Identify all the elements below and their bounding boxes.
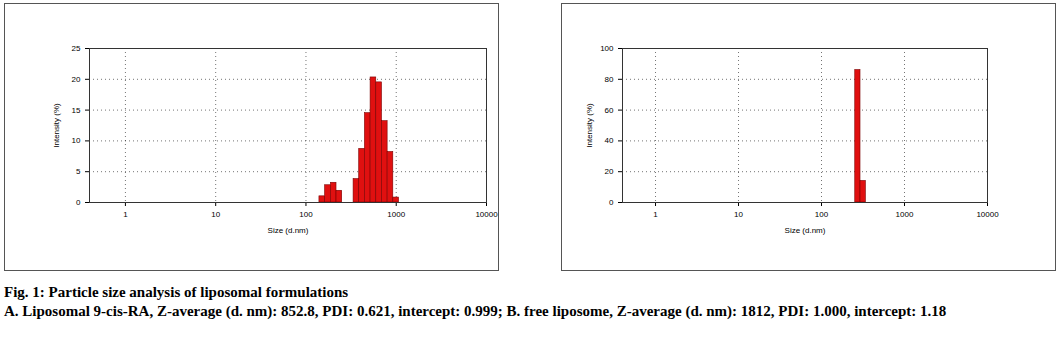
svg-text:10000: 10000 (976, 210, 999, 219)
svg-text:0: 0 (76, 198, 81, 207)
svg-text:Intensity (%): Intensity (%) (52, 103, 61, 148)
svg-text:100: 100 (299, 210, 313, 219)
svg-text:20: 20 (605, 167, 614, 176)
svg-text:25: 25 (72, 44, 81, 53)
svg-text:Intensity (%): Intensity (%) (585, 103, 594, 148)
svg-text:10: 10 (734, 210, 743, 219)
svg-text:80: 80 (605, 75, 614, 84)
svg-text:10: 10 (211, 210, 220, 219)
html-text:A. Liposomal 9-cis-RA, Z-avera: A. Liposomal 9-cis-RA, Z-average (d. nm)… (4, 303, 947, 319)
svg-text:10000: 10000 (475, 210, 498, 219)
svg-text:Size (d.nm): Size (d.nm) (785, 226, 826, 235)
html-text:Fig. 1: Particle size analysis: Fig. 1: Particle size analysis of liposo… (4, 284, 349, 300)
svg-text:0: 0 (609, 198, 614, 207)
svg-text:Size (d.nm): Size (d.nm) (268, 226, 309, 235)
svg-text:1: 1 (123, 210, 128, 219)
svg-text:100: 100 (815, 210, 829, 219)
svg-text:60: 60 (605, 106, 614, 115)
svg-text:20: 20 (72, 75, 81, 84)
svg-text:15: 15 (72, 106, 81, 115)
svg-text:1000: 1000 (387, 210, 405, 219)
svg-text:40: 40 (605, 136, 614, 145)
svg-text:1000: 1000 (896, 210, 914, 219)
svg-text:5: 5 (76, 167, 81, 176)
svg-text:100: 100 (600, 44, 614, 53)
svg-text:1: 1 (653, 210, 658, 219)
svg-text:10: 10 (72, 136, 81, 145)
